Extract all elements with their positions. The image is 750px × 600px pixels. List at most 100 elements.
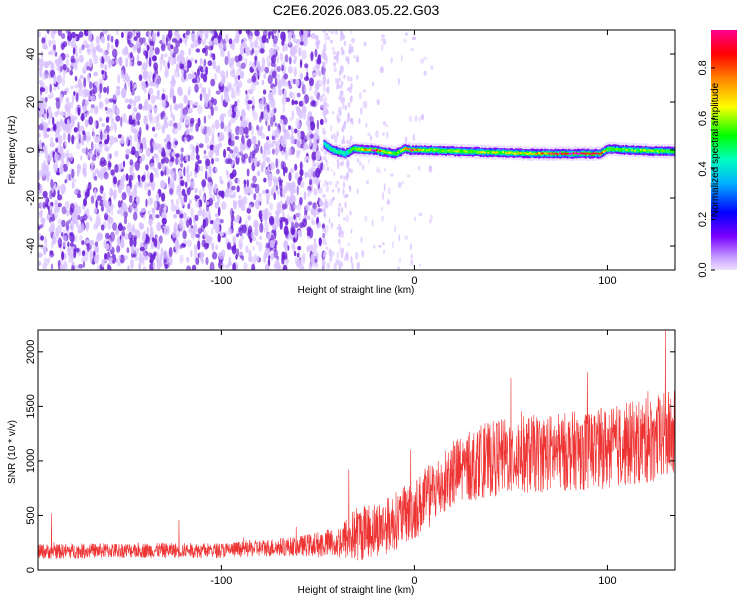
y-tick-label: 0 (25, 567, 37, 573)
spectrogram-noise-cell (208, 40, 213, 46)
spectrogram-noise-cell (365, 180, 369, 184)
spectrogram-noise-cell (75, 52, 78, 57)
spectrogram-noise-cell (114, 164, 119, 173)
spectrogram-noise-cell (303, 142, 308, 150)
spectrogram-noise-cell (61, 219, 66, 228)
spectrogram-noise-cell (71, 181, 75, 189)
spectrogram-noise-cell (56, 74, 63, 85)
spectrogram-carrier-cell (436, 150, 438, 152)
spectrogram-noise-cell (74, 75, 78, 82)
spectrogram-noise-cell (245, 90, 248, 95)
spectrogram-noise-cell (313, 140, 317, 150)
spectrogram-noise-cell (207, 182, 211, 190)
spectrogram-noise-cell (269, 162, 275, 171)
spectrogram-noise-cell (289, 117, 292, 122)
spectrogram-noise-cell (312, 72, 317, 77)
spectrogram-noise-cell (66, 118, 70, 127)
spectrogram-noise-cell (205, 66, 208, 76)
spectrogram-carrier-cell (416, 148, 419, 151)
spectrogram-noise-cell (244, 45, 248, 53)
spectrogram-noise-cell (221, 201, 227, 211)
spectrogram-noise-cell (290, 78, 294, 85)
spectrogram-noise-cell (68, 255, 74, 264)
spectrogram-noise-cell (205, 170, 208, 180)
spectrogram-carrier-cell (341, 152, 344, 155)
spectrogram-noise-cell (101, 259, 105, 268)
spectrogram-noise-cell (83, 198, 87, 207)
spectrogram-noise-cell (206, 126, 212, 136)
spectrogram-noise-cell (109, 142, 112, 148)
spectrogram-noise-cell (127, 265, 130, 270)
spectrogram-noise-cell (282, 104, 285, 114)
spectrogram-noise-cell (231, 185, 236, 191)
spectrogram-carrier-cell (545, 152, 548, 155)
spectrogram-noise-cell (158, 235, 163, 244)
spectrogram-noise-cell (172, 230, 177, 239)
spectrogram-noise-cell (83, 77, 87, 88)
spectrogram-noise-cell (124, 233, 129, 240)
spectrogram-noise-cell (67, 241, 70, 248)
spectrogram-carrier-cell (586, 152, 588, 155)
spectrogram-noise-cell (341, 139, 344, 145)
spectrogram-noise-cell (42, 71, 46, 81)
spectrogram-noise-cell (309, 138, 312, 147)
spectrogram-carrier-cell (334, 149, 336, 152)
spectrogram-noise-cell (219, 80, 224, 87)
spectrogram-noise-cell (99, 55, 102, 63)
spectrogram-noise-cell (183, 193, 188, 203)
spectrogram-noise-cell (59, 146, 64, 155)
colorbar-tick-label: 0.8 (697, 60, 709, 75)
spectrogram-noise-cell (156, 192, 160, 202)
spectrogram-noise-cell (72, 214, 78, 225)
spectrogram-noise-cell (124, 98, 130, 104)
spectrogram-noise-cell (283, 73, 289, 80)
spectrogram-noise-cell (202, 218, 207, 229)
snr-frame (37, 329, 676, 571)
spectrogram-noise-cell (40, 170, 46, 177)
spectrogram-noise-cell (338, 95, 342, 101)
spectrogram-noise-cell (331, 110, 335, 115)
spectrogram-noise-cell (270, 143, 274, 148)
spectrogram-noise-cell (94, 136, 99, 143)
spectrogram-noise-cell (226, 146, 231, 152)
spectrogram-noise-cell (318, 187, 323, 195)
spectrogram-noise-cell (99, 117, 103, 122)
spectrogram-noise-cell (327, 30, 331, 33)
spectrogram-carrier-cell (644, 149, 647, 152)
spectrogram-carrier-cell (578, 152, 581, 155)
spectrogram-noise-cell (278, 30, 281, 33)
spectrogram-noise-cell (201, 208, 206, 218)
spectrogram-noise-cell (183, 166, 186, 177)
spectrogram-noise-cell (341, 65, 344, 72)
spectrogram-noise-cell (156, 257, 159, 263)
spectrogram-noise-cell (192, 103, 195, 110)
spectrogram-carrier-cell (668, 150, 671, 152)
spectrogram-noise-cell (59, 93, 64, 104)
spectrogram-noise-cell (140, 207, 146, 213)
spectrogram-carrier-cell (350, 149, 353, 152)
spectrogram-noise-cell (116, 107, 120, 116)
spectrogram-noise-cell (115, 228, 120, 235)
spectrogram-noise-cell (267, 104, 270, 113)
spectrogram-noise-cell (382, 132, 385, 137)
spectrogram-noise-cell (266, 136, 270, 141)
spectrogram-noise-cell (279, 52, 284, 62)
spectrogram-carrier-cell (640, 149, 642, 153)
spectrogram-noise-cell (349, 117, 353, 123)
spectrogram-noise-cell (346, 162, 349, 169)
spectrogram-carrier-cell (323, 142, 326, 145)
spectrogram-noise-cell (123, 255, 128, 261)
spectrogram-noise-cell (384, 124, 388, 128)
spectrogram-carrier-cell (368, 149, 371, 151)
spectrogram-noise-cell (247, 88, 254, 95)
spectrogram-noise-cell (170, 199, 174, 205)
spectrogram-noise-cell (340, 90, 344, 95)
spectrogram-noise-cell (203, 115, 207, 124)
spectrogram-carrier-cell (667, 149, 669, 152)
spectrogram-noise-cell (300, 34, 304, 43)
spectrogram-noise-cell (247, 215, 251, 221)
spectrogram-noise-cell (194, 59, 198, 64)
snr-y-label: SNR (10 * v/v) (7, 420, 18, 484)
spectrogram-noise-cell (125, 57, 129, 68)
